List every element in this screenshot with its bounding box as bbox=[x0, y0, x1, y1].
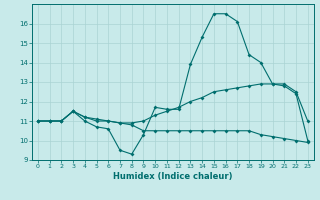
X-axis label: Humidex (Indice chaleur): Humidex (Indice chaleur) bbox=[113, 172, 233, 181]
